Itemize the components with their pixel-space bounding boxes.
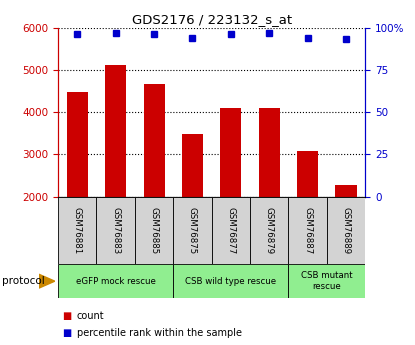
Text: percentile rank within the sample: percentile rank within the sample [77,328,242,338]
Bar [182,134,203,197]
Bar [135,197,173,264]
Text: GSM76885: GSM76885 [149,207,159,254]
Text: GSM76881: GSM76881 [73,207,82,254]
Bar [173,264,288,298]
Bar [173,197,212,264]
Text: count: count [77,311,105,321]
Bar [288,197,327,264]
Text: ■: ■ [62,328,71,338]
Bar [335,185,356,197]
Title: GDS2176 / 223132_s_at: GDS2176 / 223132_s_at [132,13,292,27]
Bar [144,84,165,197]
Text: GSM76875: GSM76875 [188,207,197,254]
Text: eGFP mock rescue: eGFP mock rescue [76,277,156,286]
Bar [58,264,173,298]
Text: GSM76883: GSM76883 [111,207,120,254]
Bar [327,197,365,264]
Bar [58,197,96,264]
Bar [96,197,135,264]
Text: CSB wild type rescue: CSB wild type rescue [185,277,276,286]
Polygon shape [39,274,55,288]
Text: GSM76889: GSM76889 [342,207,351,254]
Text: GSM76887: GSM76887 [303,207,312,254]
Bar [297,151,318,197]
Text: CSB mutant
rescue: CSB mutant rescue [301,272,353,291]
Text: ■: ■ [62,311,71,321]
Text: protocol: protocol [2,276,45,286]
Bar [220,108,242,197]
Bar [250,197,288,264]
Text: GSM76879: GSM76879 [265,207,274,254]
Text: GSM76877: GSM76877 [226,207,235,254]
Bar [212,197,250,264]
Bar [67,92,88,197]
Bar [288,264,365,298]
Bar [259,108,280,197]
Bar [105,65,126,197]
